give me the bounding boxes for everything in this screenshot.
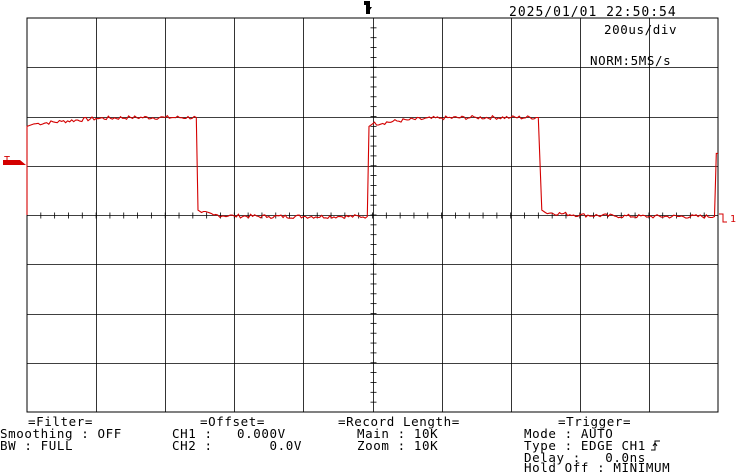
offset-heading: =Offset= xyxy=(200,414,266,429)
ch1-offset: CH1 : 0.000V xyxy=(172,426,286,441)
trigger-holdoff: Hold Off : MINIMUM xyxy=(524,460,671,475)
timebase-readout: 200us/div xyxy=(604,22,678,37)
ch1-trace xyxy=(26,114,718,220)
trigger-type: Type : EDGE CH1 xyxy=(524,438,662,453)
ch2-offset: CH2 : 0.0V xyxy=(172,438,303,453)
graticule-grid xyxy=(26,17,719,413)
record-length-heading: =Record Length= xyxy=(338,414,460,429)
record-main: Main : 10K xyxy=(357,426,439,441)
acquisition-mode-readout: NORM:5MS/s xyxy=(590,53,672,68)
rising-edge-icon xyxy=(650,440,660,451)
ch1-reference-marker: 1 xyxy=(719,213,736,225)
bandwidth-setting: BW : FULL xyxy=(0,438,74,453)
trigger-type-text: Type : EDGE CH1 xyxy=(524,438,646,453)
trigger-delay: Delay : 0.0ns xyxy=(524,450,646,465)
filter-heading: =Filter= xyxy=(28,414,94,429)
trigger-position-marker xyxy=(364,1,372,14)
trigger-level-marker: T xyxy=(3,155,26,166)
datetime-readout: 2025/01/01 22:50:54 xyxy=(509,5,677,20)
svg-text:1: 1 xyxy=(730,214,736,225)
trigger-mode: Mode : AUTO xyxy=(524,426,614,441)
smoothing-setting: Smoothing : OFF xyxy=(0,426,122,441)
svg-text:T: T xyxy=(4,155,10,166)
record-zoom: Zoom : 10K xyxy=(357,438,439,453)
trigger-heading: =Trigger= xyxy=(558,414,632,429)
